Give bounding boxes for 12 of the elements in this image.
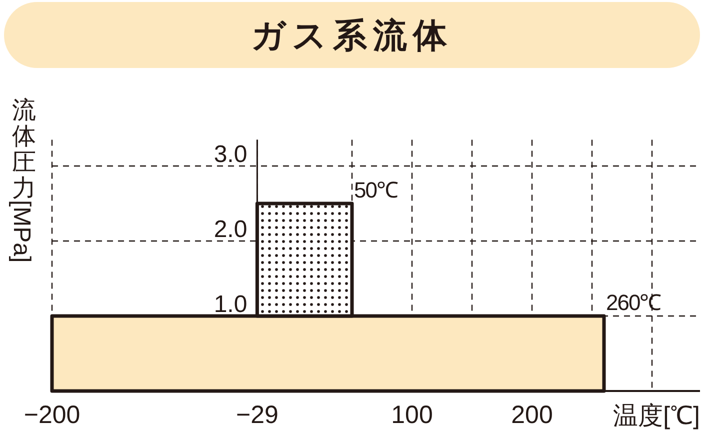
x-tick-label: 200 bbox=[511, 401, 553, 429]
annotation: 260℃ bbox=[606, 290, 662, 315]
y-tick-label: 2.0 bbox=[214, 216, 248, 243]
chart-title: ガス系流体 bbox=[251, 17, 453, 55]
y-tick-label: 1.0 bbox=[214, 291, 248, 318]
annotation: 50℃ bbox=[354, 178, 398, 202]
x-tick-label: −29 bbox=[236, 401, 278, 429]
y-axis-title: 流体圧力 [MPa] bbox=[8, 97, 36, 263]
x-tick-label: 100 bbox=[391, 401, 433, 429]
y-tick-label: 3.0 bbox=[214, 141, 248, 168]
x-tick-label: −200 bbox=[24, 401, 80, 429]
x-axis-title: 温度[℃] bbox=[613, 402, 700, 430]
